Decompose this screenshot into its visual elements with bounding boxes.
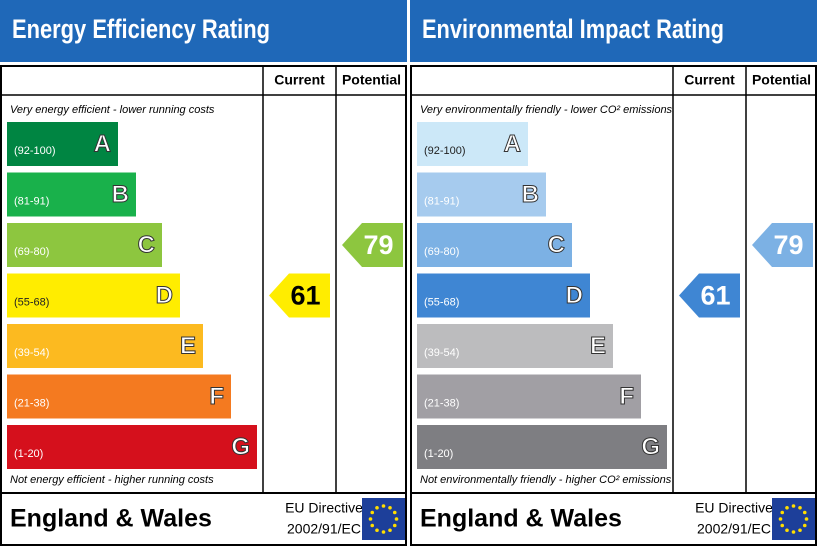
current-header: Current: [684, 72, 735, 88]
eu-star: [375, 528, 379, 533]
rating-band: [7, 122, 118, 166]
rating-band: [417, 172, 546, 217]
rating-band: [417, 273, 590, 318]
footer-region: England & Wales: [420, 505, 622, 533]
band-letter: G: [641, 433, 660, 460]
band-range: (39-54): [14, 347, 49, 359]
eu-star: [785, 528, 789, 533]
band-range: (21-38): [14, 397, 49, 409]
rating-band: [417, 223, 572, 267]
band-range: (1-20): [424, 448, 453, 460]
potential-arrow: [342, 223, 403, 267]
footer-code: 2002/91/EC: [697, 521, 771, 537]
rating-band: [7, 172, 136, 217]
footer-directive: EU Directive: [285, 500, 363, 516]
band-range: (55-68): [424, 296, 459, 308]
top-note: Very environmentally friendly - lower CO…: [420, 104, 673, 116]
eu-star: [804, 517, 809, 521]
eu-star: [370, 510, 375, 515]
eu-star: [392, 510, 397, 515]
footer-code: 2002/91/EC: [287, 521, 361, 537]
current-header: Current: [274, 72, 325, 88]
rating-band: [7, 223, 162, 267]
current-arrow: [679, 273, 740, 318]
frame: [410, 65, 817, 546]
rating-band: [417, 122, 528, 166]
band-letter: D: [156, 282, 173, 309]
band-letter: E: [180, 332, 196, 359]
current-value: 61: [700, 281, 730, 311]
band-letter: C: [138, 231, 155, 258]
eu-star: [381, 504, 386, 508]
eu-star: [802, 523, 807, 528]
top-note: Very energy efficient - lower running co…: [10, 104, 215, 116]
eu-star: [370, 523, 375, 528]
eu-star: [780, 510, 785, 515]
band-letter: F: [209, 383, 224, 410]
rating-band: [417, 374, 641, 419]
bottom-note: Not energy efficient - higher running co…: [10, 474, 214, 486]
potential-value: 79: [363, 230, 393, 260]
band-range: (92-100): [14, 145, 56, 157]
eu-star: [798, 505, 802, 510]
eu-star: [388, 505, 392, 510]
band-range: (21-38): [424, 397, 459, 409]
eu-star: [802, 510, 807, 515]
bottom-note: Not environmentally friendly - higher CO…: [420, 474, 672, 486]
band-letter: E: [590, 332, 606, 359]
eu-star: [791, 504, 796, 508]
potential-value: 79: [773, 230, 803, 260]
eu-star: [381, 530, 386, 534]
band-letter: F: [619, 383, 634, 410]
rating-band: [7, 374, 231, 419]
band-range: (92-100): [424, 145, 466, 157]
band-range: (39-54): [424, 347, 459, 359]
band-letter: G: [231, 433, 250, 460]
eu-star: [392, 523, 397, 528]
potential-header: Potential: [752, 72, 811, 88]
eu-star: [791, 530, 796, 534]
eu-star: [798, 528, 802, 533]
band-letter: C: [548, 231, 565, 258]
eu-star: [368, 517, 373, 521]
band-range: (81-91): [424, 195, 459, 207]
potential-header: Potential: [342, 72, 401, 88]
band-letter: B: [522, 181, 539, 208]
frame: [0, 65, 407, 546]
band-letter: A: [94, 130, 111, 157]
current-value: 61: [290, 281, 320, 311]
eu-star: [394, 517, 399, 521]
band-letter: D: [566, 282, 583, 309]
current-arrow: [269, 273, 330, 318]
rating-band: [417, 324, 613, 368]
band-letter: A: [504, 130, 521, 157]
title-bar: [0, 0, 407, 62]
band-range: (81-91): [14, 195, 49, 207]
band-range: (55-68): [14, 296, 49, 308]
potential-arrow: [752, 223, 813, 267]
eu-star: [778, 517, 783, 521]
band-range: (69-80): [14, 246, 49, 258]
rating-band: [7, 425, 257, 469]
footer-region: England & Wales: [10, 505, 212, 533]
eu-star: [388, 528, 392, 533]
panel-title: Energy Efficiency Rating: [12, 14, 270, 44]
panel-title: Environmental Impact Rating: [422, 14, 724, 44]
footer-directive: EU Directive: [695, 500, 773, 516]
rating-band: [7, 273, 180, 318]
eu-star: [785, 505, 789, 510]
band-letter: B: [112, 181, 129, 208]
rating-band: [417, 425, 667, 469]
band-range: (1-20): [14, 448, 43, 460]
rating-band: [7, 324, 203, 368]
eu-star: [780, 523, 785, 528]
eu-star: [375, 505, 379, 510]
band-range: (69-80): [424, 246, 459, 258]
title-bar: [410, 0, 817, 62]
